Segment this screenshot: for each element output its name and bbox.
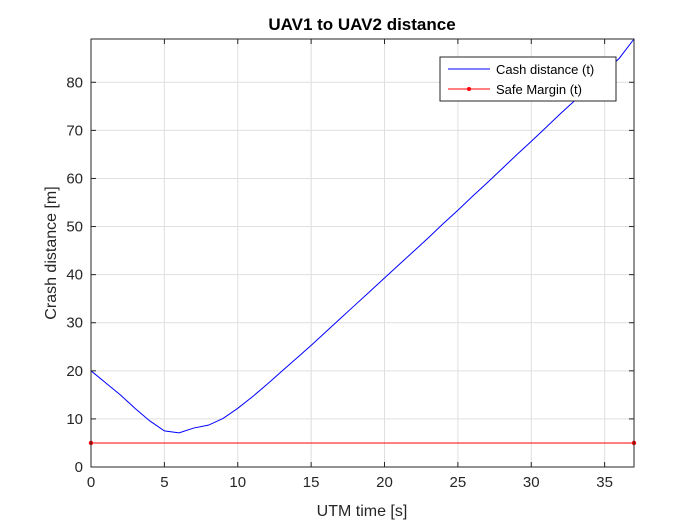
axis-ticks: 0 5 10 15 20 25 30 35 0 10 20 30 40 50 60 70 80 bbox=[66, 39, 634, 491]
y-axis-title: Crash distance [m] bbox=[43, 186, 60, 319]
y-tick-label: 0 bbox=[75, 459, 83, 476]
y-tick-label: 70 bbox=[66, 122, 83, 139]
x-tick-label: 5 bbox=[160, 474, 168, 491]
y-tick-label: 40 bbox=[66, 267, 83, 284]
series-line-cash-distance-t bbox=[90, 38, 635, 434]
plot-series bbox=[88, 38, 637, 446]
x-axis-title: UTM time [s] bbox=[317, 503, 408, 520]
x-tick-label: 20 bbox=[376, 474, 393, 491]
legend-label-cash-distance: Cash distance (t) bbox=[496, 62, 594, 77]
plot-frame bbox=[90, 38, 635, 468]
legend-label-safe-margin: Safe Margin (t) bbox=[496, 82, 582, 97]
legend: Cash distance (t) Safe Margin (t) bbox=[439, 56, 617, 102]
legend-box bbox=[439, 56, 617, 102]
legend-marker-safe-margin bbox=[467, 87, 471, 91]
x-tick-label: 35 bbox=[596, 474, 613, 491]
y-tick-label: 80 bbox=[66, 74, 83, 91]
chart-title: UAV1 to UAV2 distance bbox=[268, 15, 455, 34]
y-tick-label: 20 bbox=[66, 363, 83, 380]
y-tick-label: 30 bbox=[66, 315, 83, 332]
x-tick-label: 15 bbox=[303, 474, 320, 491]
y-tick-label: 50 bbox=[66, 219, 83, 236]
x-tick-label: 25 bbox=[450, 474, 467, 491]
plot-area bbox=[91, 39, 634, 467]
y-tick-label: 10 bbox=[66, 411, 83, 428]
x-tick-label: 0 bbox=[87, 474, 95, 491]
x-tick-label: 30 bbox=[523, 474, 540, 491]
x-tick-label: 10 bbox=[229, 474, 246, 491]
y-tick-label: 60 bbox=[66, 170, 83, 187]
